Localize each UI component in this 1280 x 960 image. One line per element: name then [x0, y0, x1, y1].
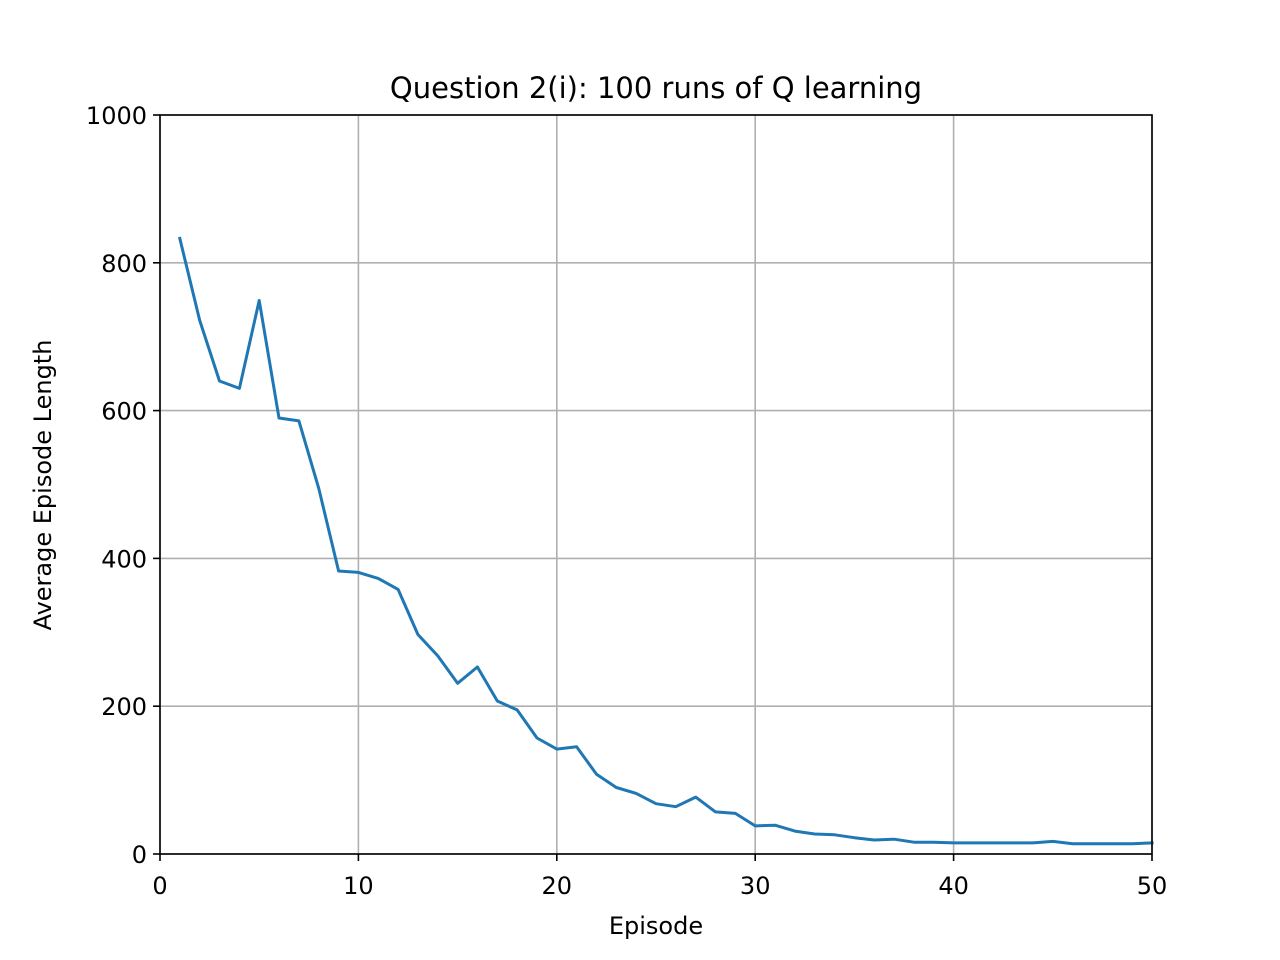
y-tick-label: 1000 — [86, 102, 147, 130]
x-tick-label: 40 — [938, 872, 969, 900]
x-axis-label: Episode — [609, 912, 703, 940]
series-line — [177, 236, 1154, 846]
y-axis-label: Average Episode Length — [29, 340, 57, 631]
x-tick-label: 20 — [542, 872, 573, 900]
x-tick-label: 50 — [1137, 872, 1168, 900]
y-tick-label: 400 — [101, 545, 147, 573]
y-tick-label: 600 — [101, 398, 147, 426]
axes-frame — [159, 114, 1153, 855]
x-tick-label: 30 — [740, 872, 771, 900]
x-tick-label: 0 — [152, 872, 167, 900]
y-tick-label: 200 — [101, 693, 147, 721]
chart-title: Question 2(i): 100 runs of Q learning — [390, 71, 922, 105]
ticks: 0 10 20 30 40 50 0 200 400 600 800 1000 — [86, 102, 1167, 900]
plot-area — [160, 115, 1152, 854]
series-layer — [177, 236, 1154, 846]
y-tick-label: 800 — [101, 250, 147, 278]
x-tick-label: 10 — [343, 872, 374, 900]
y-tick-label: 0 — [132, 841, 147, 869]
grid — [159, 114, 1153, 855]
